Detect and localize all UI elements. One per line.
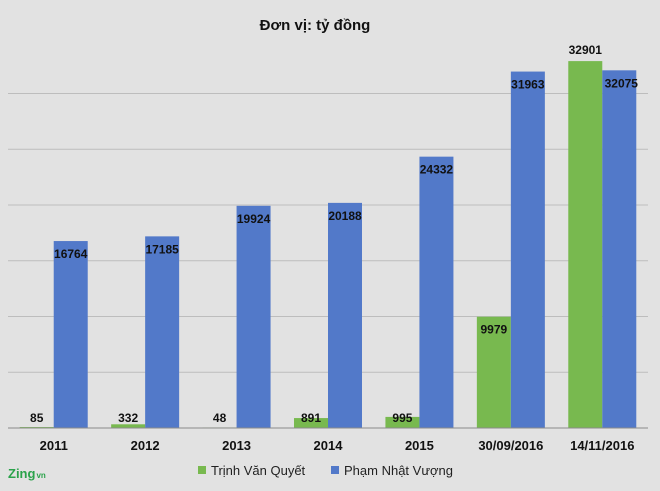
brand-name-suffix: vn xyxy=(36,471,45,480)
x-tick-2013: 2013 xyxy=(222,438,251,453)
brand-name-main: Zing xyxy=(8,466,35,481)
bar-trinh-van-quyet-14-11-2016 xyxy=(568,61,603,428)
legend-label-pham-nhat-vuong: Phạm Nhật Vượng xyxy=(344,463,453,478)
bar-trinh-van-quyet-2015 xyxy=(385,416,420,428)
data-label-trinh-van-quyet-30-09-2016: 9979 xyxy=(481,323,508,337)
zing-logo: Zingvn xyxy=(8,466,46,481)
bars-group xyxy=(19,61,637,429)
data-label-pham-nhat-vuong-2015: 24332 xyxy=(420,163,454,177)
legend: Trịnh Văn Quyết Phạm Nhật Vượng xyxy=(198,463,453,478)
x-tick-14-11-2016: 14/11/2016 xyxy=(570,438,634,453)
data-label-pham-nhat-vuong-2014: 20188 xyxy=(328,209,362,223)
bar-pham-nhat-vuong-2012 xyxy=(145,236,180,428)
bar-pham-nhat-vuong-14-11-2016 xyxy=(602,70,637,428)
bar-pham-nhat-vuong-2013 xyxy=(236,205,271,428)
data-label-trinh-van-quyet-2011: 85 xyxy=(30,411,44,425)
data-label-pham-nhat-vuong-2011: 16764 xyxy=(54,247,88,261)
legend-swatch-pham-nhat-vuong xyxy=(331,466,339,474)
bar-pham-nhat-vuong-30-09-2016 xyxy=(510,71,545,428)
bar-pham-nhat-vuong-2014 xyxy=(328,202,362,428)
x-tick-2011: 2011 xyxy=(40,438,68,453)
x-tick-2015: 2015 xyxy=(405,438,434,453)
x-tick-2012: 2012 xyxy=(131,438,160,453)
data-label-pham-nhat-vuong-14-11-2016: 32075 xyxy=(605,76,639,90)
data-label-trinh-van-quyet-2013: 48 xyxy=(213,411,227,425)
data-label-pham-nhat-vuong-2013: 19924 xyxy=(237,212,271,226)
bar-trinh-van-quyet-2014 xyxy=(294,418,328,428)
x-tick-labels: 2011 2012 2013 2014 2015 30/09/2016 14/11/2016 xyxy=(40,438,635,453)
chart-title: Đơn vị: tỷ đồng xyxy=(260,17,371,34)
x-tick-30-09-2016: 30/09/2016 xyxy=(478,438,543,453)
data-label-trinh-van-quyet-2015: 995 xyxy=(392,411,412,425)
x-tick-2014: 2014 xyxy=(314,438,344,453)
data-label-trinh-van-quyet-14-11-2016: 32901 xyxy=(569,43,603,57)
bar-pham-nhat-vuong-2011 xyxy=(53,241,88,428)
legend-label-trinh-van-quyet: Trịnh Văn Quyết xyxy=(211,463,306,478)
bar-trinh-van-quyet-2012 xyxy=(111,424,146,428)
brand-name: Zingvn xyxy=(8,466,46,481)
data-label-trinh-van-quyet-2014: 891 xyxy=(301,411,321,425)
legend-swatch-trinh-van-quyet xyxy=(198,466,206,474)
bar-trinh-van-quyet-30-09-2016 xyxy=(476,316,511,428)
data-label-trinh-van-quyet-2012: 332 xyxy=(118,411,138,425)
data-label-pham-nhat-vuong-30-09-2016: 31963 xyxy=(511,78,545,92)
data-label-pham-nhat-vuong-2012: 17185 xyxy=(145,242,179,256)
data-labels-group: 85 16764 332 17185 48 19924 891 20188 995 24332 99… xyxy=(30,43,638,425)
bar-pham-nhat-vuong-2015 xyxy=(419,156,454,429)
